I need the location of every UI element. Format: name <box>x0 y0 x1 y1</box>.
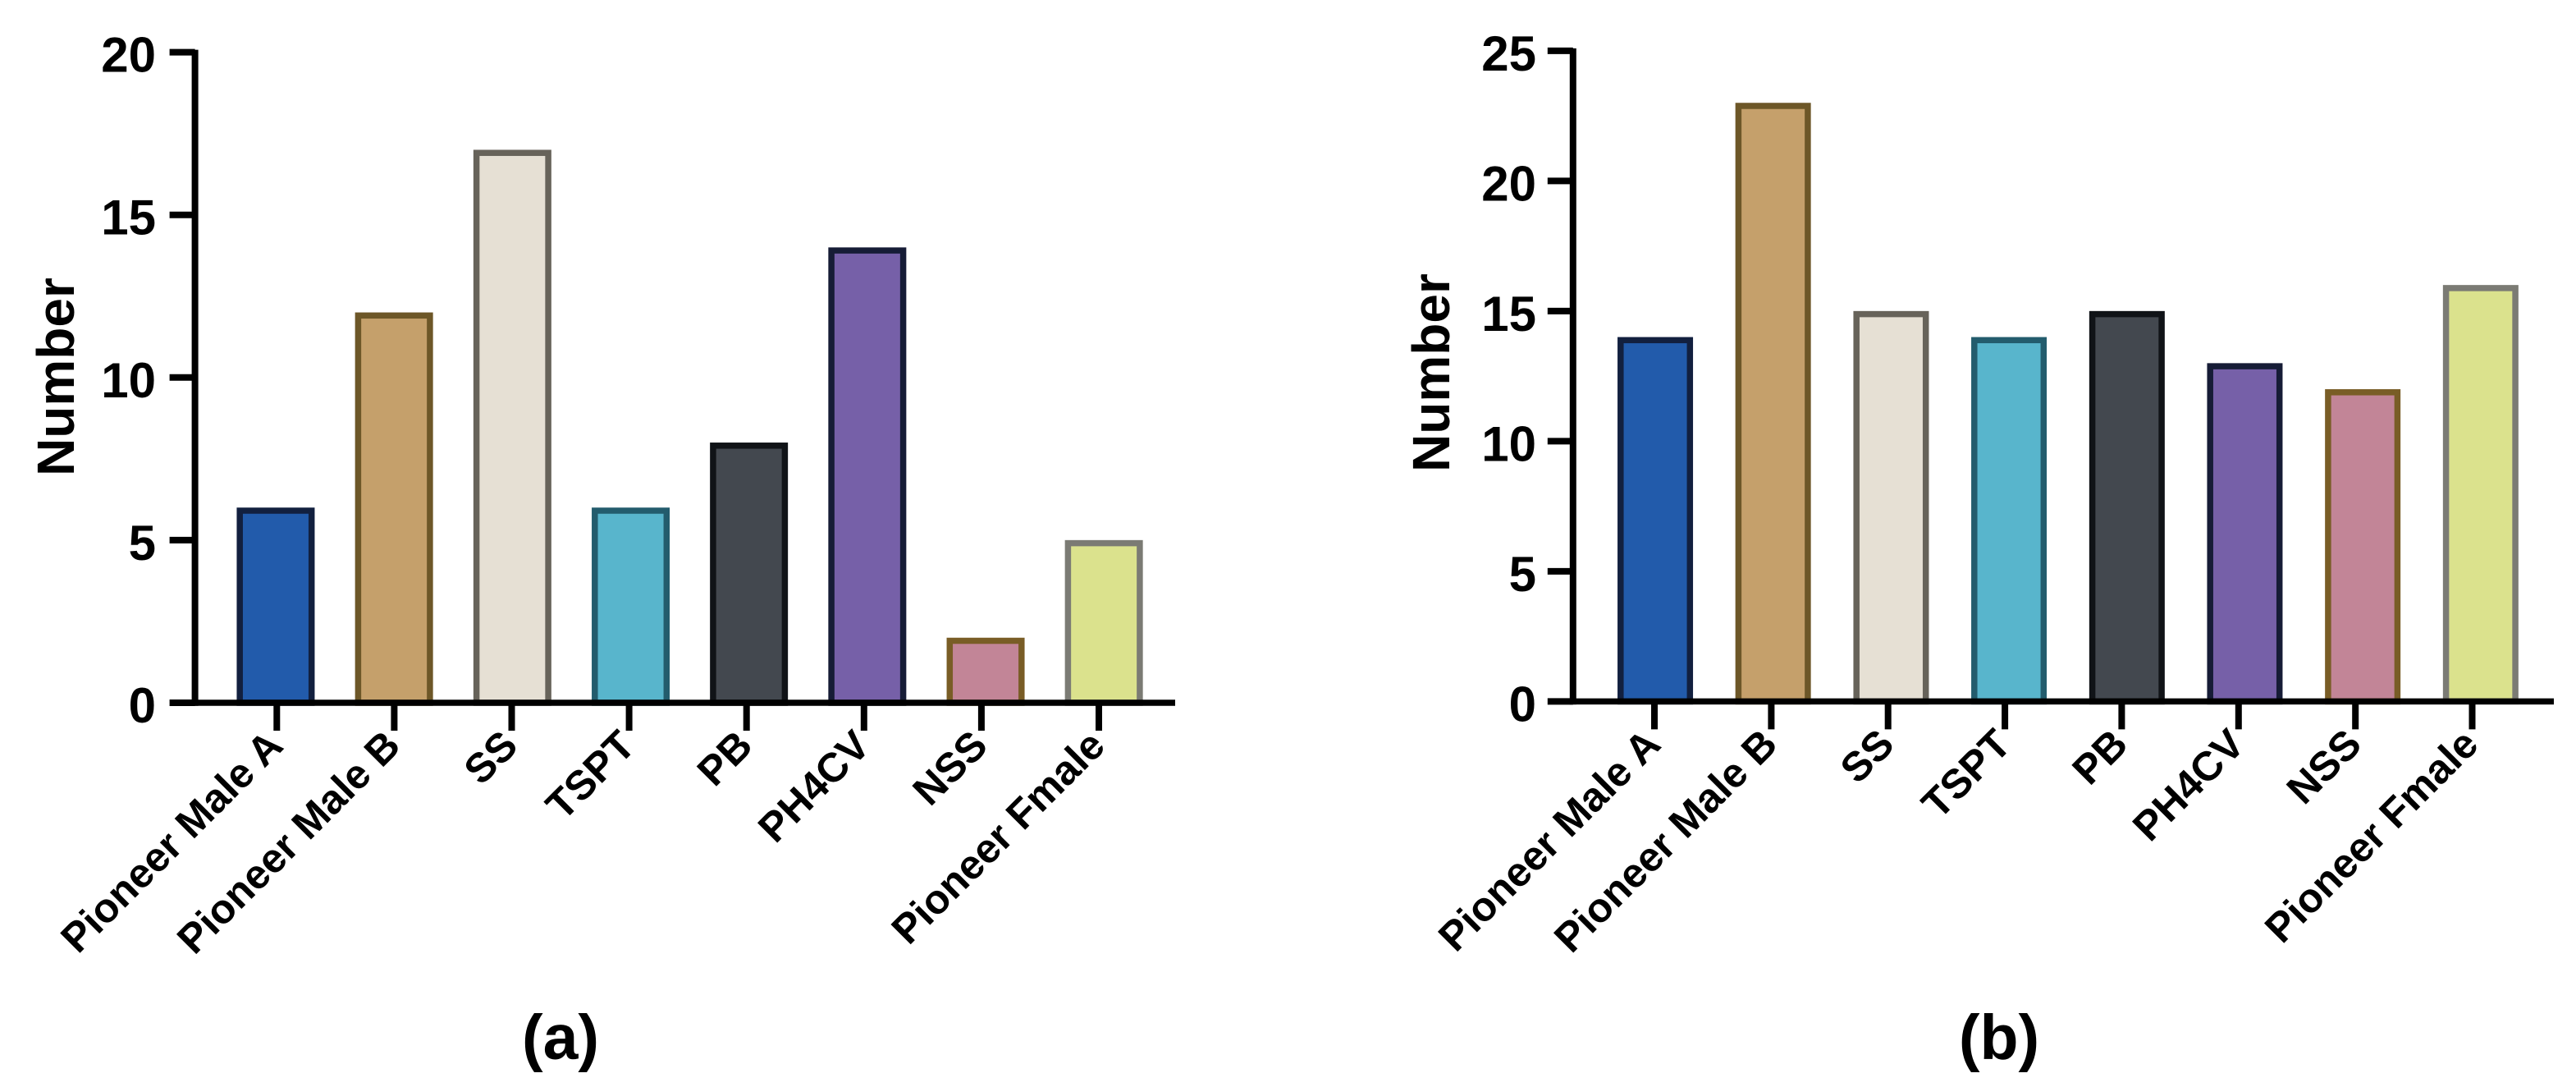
svg-text:(a): (a) <box>522 1002 599 1073</box>
svg-text:TSPT: TSPT <box>1913 721 2020 828</box>
svg-text:25: 25 <box>1481 26 1536 81</box>
svg-text:NSS: NSS <box>2278 721 2370 813</box>
svg-text:Pioneer Fmale: Pioneer Fmale <box>882 722 1113 952</box>
svg-text:SS: SS <box>455 722 527 793</box>
svg-text:SS: SS <box>1832 721 1903 792</box>
svg-text:PB: PB <box>2063 721 2136 794</box>
svg-text:Pioneer Fmale: Pioneer Fmale <box>2256 721 2487 952</box>
svg-text:Pioneer Male B: Pioneer Male B <box>168 722 409 962</box>
svg-text:5: 5 <box>129 516 156 571</box>
svg-text:5: 5 <box>1509 547 1536 602</box>
svg-text:20: 20 <box>101 28 156 83</box>
svg-text:PB: PB <box>689 722 762 795</box>
svg-text:TSPT: TSPT <box>537 722 643 828</box>
svg-text:PH4CV: PH4CV <box>749 722 879 851</box>
svg-text:Pioneer Male B: Pioneer Male B <box>1545 721 1786 961</box>
svg-text:(b): (b) <box>1959 1002 2039 1073</box>
svg-text:0: 0 <box>129 678 156 733</box>
svg-text:10: 10 <box>101 353 156 408</box>
svg-text:15: 15 <box>1481 287 1536 342</box>
svg-text:Number: Number <box>26 277 85 476</box>
svg-text:15: 15 <box>101 190 156 245</box>
svg-text:Number: Number <box>1402 273 1461 472</box>
svg-text:PH4CV: PH4CV <box>2124 720 2253 850</box>
svg-text:20: 20 <box>1481 156 1536 211</box>
svg-text:10: 10 <box>1481 416 1536 471</box>
svg-text:NSS: NSS <box>904 722 995 814</box>
svg-text:0: 0 <box>1509 677 1536 732</box>
